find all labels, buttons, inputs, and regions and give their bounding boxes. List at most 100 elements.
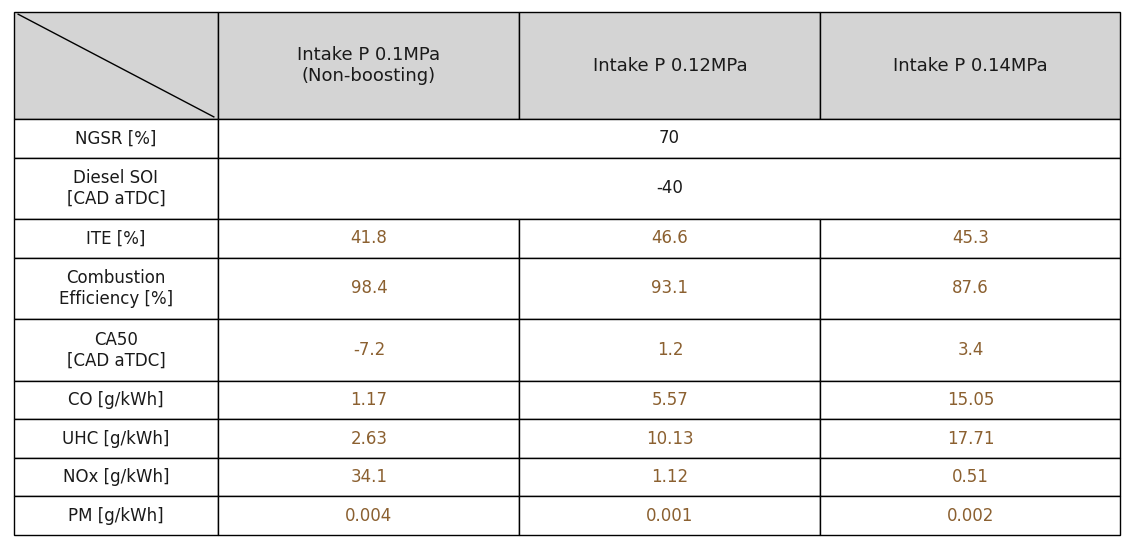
Text: 10.13: 10.13: [646, 429, 694, 447]
Bar: [14, 119, 219, 158]
Bar: [519, 12, 821, 119]
Bar: [821, 497, 1120, 535]
Text: 1.17: 1.17: [350, 391, 388, 409]
Text: Combustion
Efficiency [%]: Combustion Efficiency [%]: [59, 269, 174, 308]
Bar: [14, 319, 219, 381]
Bar: [219, 319, 519, 381]
Bar: [14, 420, 219, 458]
Text: 1.12: 1.12: [651, 468, 688, 486]
Bar: [821, 420, 1120, 458]
Text: ITE [%]: ITE [%]: [86, 229, 145, 247]
Bar: [821, 381, 1120, 420]
Text: 0.002: 0.002: [947, 507, 995, 525]
Bar: [219, 420, 519, 458]
Bar: [14, 219, 219, 258]
Bar: [14, 497, 219, 535]
Bar: [519, 381, 821, 420]
Text: -40: -40: [655, 179, 683, 197]
Text: 87.6: 87.6: [953, 280, 989, 298]
Bar: [14, 258, 219, 319]
Bar: [14, 258, 219, 319]
Bar: [219, 258, 519, 319]
Bar: [14, 458, 219, 497]
Text: 34.1: 34.1: [350, 468, 388, 486]
Bar: [219, 458, 519, 497]
Text: Intake P 0.12MPa: Intake P 0.12MPa: [593, 56, 747, 74]
Bar: [821, 258, 1120, 319]
Bar: [519, 319, 821, 381]
Text: PM [g/kWh]: PM [g/kWh]: [68, 507, 163, 525]
Bar: [519, 258, 821, 319]
Bar: [821, 497, 1120, 535]
Text: 98.4: 98.4: [350, 280, 387, 298]
Bar: [219, 319, 519, 381]
Bar: [821, 219, 1120, 258]
Text: 17.71: 17.71: [947, 429, 995, 447]
Bar: [14, 119, 219, 158]
Bar: [821, 12, 1120, 119]
Bar: [519, 458, 821, 497]
Bar: [821, 319, 1120, 381]
Text: 3.4: 3.4: [957, 341, 983, 359]
Bar: [219, 420, 519, 458]
Bar: [821, 12, 1120, 119]
Bar: [821, 458, 1120, 497]
Bar: [14, 158, 219, 219]
Bar: [219, 119, 1120, 158]
Text: Intake P 0.1MPa
(Non-boosting): Intake P 0.1MPa (Non-boosting): [297, 46, 440, 85]
Bar: [519, 420, 821, 458]
Text: 41.8: 41.8: [350, 229, 388, 247]
Bar: [219, 219, 519, 258]
Bar: [14, 458, 219, 497]
Bar: [219, 497, 519, 535]
Bar: [219, 119, 1120, 158]
Text: NGSR [%]: NGSR [%]: [75, 129, 156, 147]
Bar: [821, 458, 1120, 497]
Bar: [519, 319, 821, 381]
Bar: [14, 158, 219, 219]
Bar: [14, 219, 219, 258]
Text: -7.2: -7.2: [353, 341, 386, 359]
Text: NOx [g/kWh]: NOx [g/kWh]: [62, 468, 169, 486]
Bar: [219, 381, 519, 420]
Text: 1.2: 1.2: [657, 341, 683, 359]
Bar: [219, 258, 519, 319]
Bar: [519, 219, 821, 258]
Text: 5.57: 5.57: [652, 391, 688, 409]
Bar: [219, 497, 519, 535]
Text: 0.001: 0.001: [646, 507, 694, 525]
Text: CO [g/kWh]: CO [g/kWh]: [68, 391, 163, 409]
Text: 0.51: 0.51: [951, 468, 989, 486]
Bar: [219, 158, 1120, 219]
Text: 15.05: 15.05: [947, 391, 995, 409]
Text: 46.6: 46.6: [652, 229, 688, 247]
Text: 2.63: 2.63: [350, 429, 388, 447]
Bar: [219, 12, 519, 119]
Bar: [519, 12, 821, 119]
Text: 93.1: 93.1: [651, 280, 688, 298]
Bar: [219, 219, 519, 258]
Text: 70: 70: [659, 129, 680, 147]
Bar: [519, 381, 821, 420]
Text: CA50
[CAD aTDC]: CA50 [CAD aTDC]: [67, 330, 166, 369]
Bar: [519, 219, 821, 258]
Bar: [14, 381, 219, 420]
Bar: [821, 219, 1120, 258]
Bar: [14, 12, 219, 119]
Bar: [519, 420, 821, 458]
Bar: [519, 258, 821, 319]
Text: Intake P 0.14MPa: Intake P 0.14MPa: [894, 56, 1048, 74]
Bar: [219, 458, 519, 497]
Bar: [219, 158, 1120, 219]
Bar: [821, 258, 1120, 319]
Bar: [519, 458, 821, 497]
Bar: [821, 319, 1120, 381]
Bar: [14, 381, 219, 420]
Bar: [219, 12, 519, 119]
Bar: [14, 497, 219, 535]
Text: 0.004: 0.004: [345, 507, 392, 525]
Bar: [519, 497, 821, 535]
Bar: [821, 381, 1120, 420]
Bar: [821, 420, 1120, 458]
Bar: [14, 420, 219, 458]
